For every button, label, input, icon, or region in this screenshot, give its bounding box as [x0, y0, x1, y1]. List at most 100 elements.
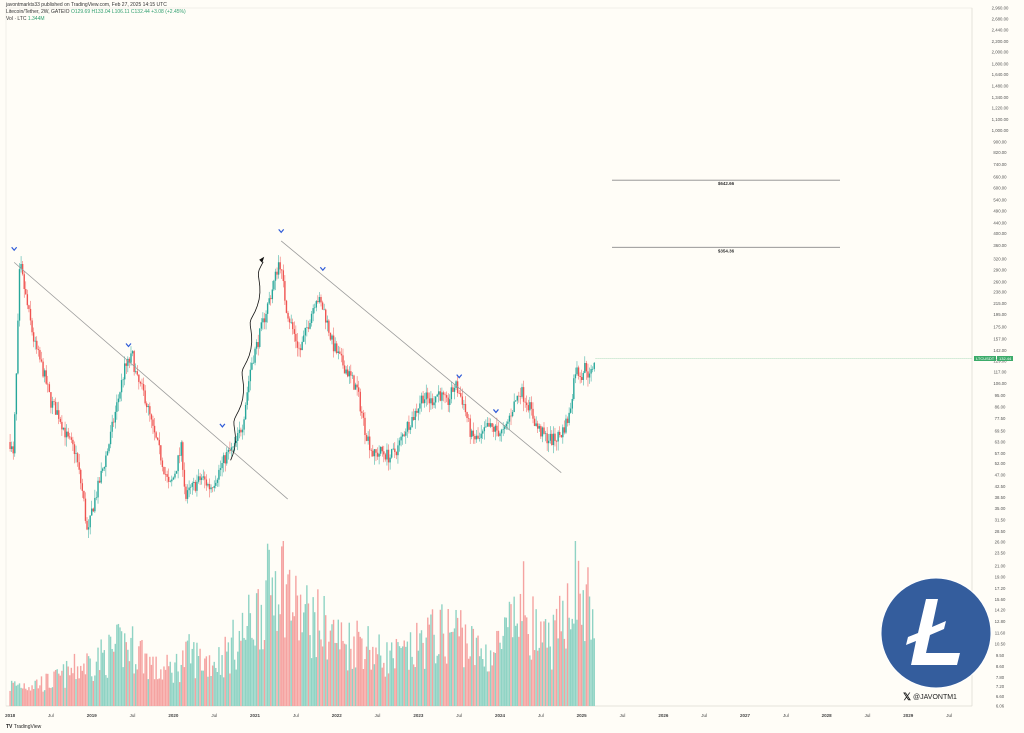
- volume-bar: [113, 651, 115, 706]
- candle-body: [359, 391, 361, 412]
- candle-body: [486, 422, 489, 427]
- volume-bar: [310, 658, 313, 706]
- volume-bar: [252, 639, 255, 706]
- volume-bar: [548, 622, 550, 706]
- candle-body: [28, 305, 30, 309]
- candle-body: [279, 262, 281, 270]
- social-handle[interactable]: 𝕏 @JAVONTM1: [903, 692, 957, 703]
- candle-body: [441, 392, 443, 401]
- volume-bar: [227, 642, 230, 706]
- volume-bar: [178, 682, 181, 706]
- candle-body: [265, 313, 267, 323]
- volume-bar: [436, 655, 438, 706]
- volume-bar: [141, 639, 143, 706]
- volume-bar: [486, 671, 489, 706]
- candle-body: [317, 301, 319, 303]
- volume-bar: [292, 612, 294, 706]
- candle-body: [188, 487, 190, 491]
- candle-body: [334, 343, 336, 352]
- pivot-marker-icon: [219, 423, 226, 428]
- candle-body: [94, 497, 96, 512]
- candle-body: [558, 431, 561, 436]
- candle-body: [563, 427, 566, 433]
- y-tick-label: 740.00: [993, 162, 1007, 167]
- volume-value: 1.344M: [27, 16, 45, 22]
- y-tick-label: 9.50: [996, 653, 1005, 658]
- volume-bar: [431, 609, 434, 706]
- candle-body: [348, 371, 350, 377]
- volume-bar: [414, 667, 416, 706]
- symbol-price-badge: LTCUSDT: [974, 356, 997, 361]
- y-tick-label: 540.00: [993, 197, 1007, 202]
- candle-body: [555, 440, 558, 442]
- volume-bar: [48, 687, 51, 706]
- volume-bar: [412, 664, 415, 706]
- volume-bar: [257, 589, 259, 706]
- candle-body: [511, 411, 514, 417]
- volume-bar: [177, 671, 179, 706]
- litecoin-logo: [880, 577, 992, 689]
- candle-body: [241, 429, 244, 433]
- volume-bar: [389, 650, 391, 706]
- y-tick-label: 215.00: [993, 301, 1007, 306]
- y-tick-label: 490.00: [993, 208, 1007, 213]
- candle-body: [560, 435, 562, 438]
- volume-bar: [271, 577, 274, 706]
- candle-body: [167, 476, 170, 482]
- candle-body: [354, 384, 357, 390]
- volume-bar: [406, 641, 409, 706]
- candle-body: [505, 423, 508, 427]
- candle-body: [537, 423, 539, 429]
- volume-bar: [356, 620, 358, 706]
- x-tick-label: 2023: [413, 713, 424, 718]
- volume-label: Vol · LTC: [6, 16, 27, 22]
- candle-body: [84, 498, 87, 521]
- y-tick-label: 660.00: [993, 175, 1007, 180]
- volume-bar: [72, 673, 74, 706]
- candle-body: [191, 482, 193, 487]
- candle-body: [526, 402, 528, 406]
- volume-bar: [337, 619, 339, 706]
- volume-bar: [146, 653, 148, 706]
- candle-body: [419, 403, 421, 409]
- volume-bar: [304, 604, 307, 706]
- volume-bar: [584, 641, 586, 706]
- volume-bar: [544, 619, 547, 706]
- x-tick-label: 2022: [332, 713, 343, 718]
- volume-bar: [56, 669, 58, 706]
- volume-bar: [590, 639, 592, 706]
- volume-bar: [562, 600, 564, 706]
- volume-bar: [478, 656, 481, 706]
- volume-bar: [510, 604, 512, 706]
- candle-body: [53, 401, 55, 402]
- candle-body: [409, 427, 412, 430]
- candle-body: [449, 399, 451, 405]
- volume-bar: [91, 676, 93, 706]
- volume-bar: [491, 665, 493, 706]
- candle-body: [507, 421, 509, 424]
- y-tick-label: 360.00: [993, 243, 1007, 248]
- y-tick-label: 106.00: [993, 381, 1007, 386]
- candle-body: [433, 402, 435, 406]
- projection-arrowhead: [259, 256, 265, 263]
- tradingview-logo[interactable]: TV TradingView: [6, 724, 41, 730]
- volume-bar: [282, 541, 285, 706]
- candle-body: [467, 417, 470, 419]
- volume-bar: [323, 595, 325, 706]
- volume-bar: [119, 627, 121, 706]
- symbol-pair[interactable]: Litecoin/Tether, 2W, GATEIO: [6, 9, 70, 15]
- volume-bar: [452, 631, 454, 706]
- candle-body: [422, 395, 424, 404]
- volume-bar: [243, 637, 245, 706]
- volume-bar: [537, 650, 539, 706]
- candle-body: [522, 387, 525, 402]
- candle-body: [221, 462, 223, 469]
- volume-bar: [445, 663, 448, 706]
- volume-bar: [54, 669, 57, 706]
- candle-body: [466, 412, 468, 418]
- candle-body: [243, 419, 245, 430]
- candle-body: [251, 362, 253, 370]
- candle-body: [417, 408, 420, 413]
- y-tick-label: 820.00: [993, 150, 1007, 155]
